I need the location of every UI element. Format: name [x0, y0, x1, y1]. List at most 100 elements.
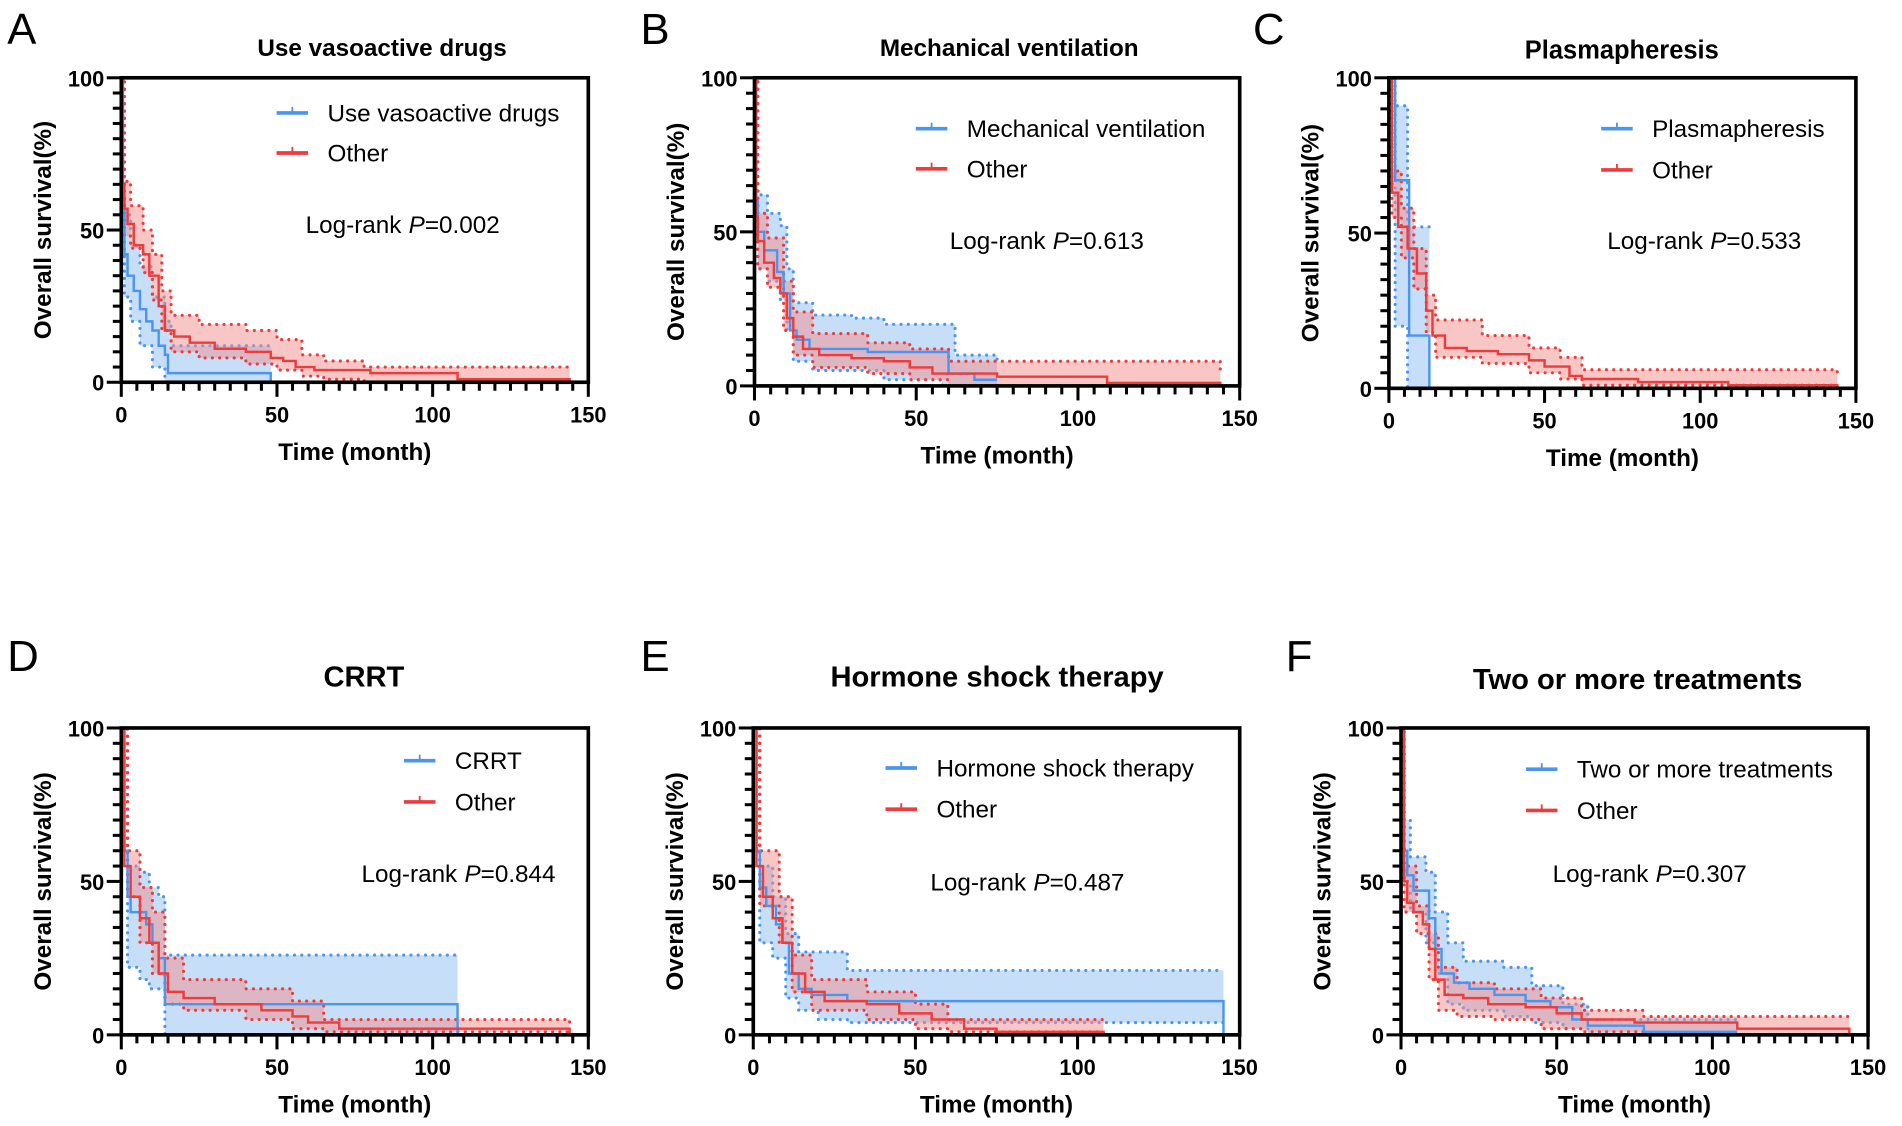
x-tick-label: 100	[1059, 1055, 1095, 1080]
logrank-annotation: Log-rank P=0.533	[1607, 228, 1801, 255]
x-tick-label: 100	[414, 1055, 450, 1080]
legend: Two or more treatments Other	[1525, 757, 1833, 825]
x-tick-label: 150	[1221, 1055, 1257, 1080]
ci-upper-series-2	[1387, 76, 1839, 378]
x-tick-label: 150	[570, 402, 606, 427]
km-curve-series-2	[1388, 76, 1839, 389]
x-axis-label: Time (month)	[921, 443, 1074, 470]
x-tick-label: 50	[265, 1055, 289, 1080]
chart-title: CRRT	[323, 662, 404, 694]
legend-label-series-1: Mechanical ventilation	[967, 116, 1206, 143]
km-curve-series-2	[754, 76, 1222, 386]
x-tick-label: 150	[1221, 406, 1257, 431]
panel-f: F Two or more treatments 0 50 100 150 0 50 100 Ti…	[1286, 632, 1886, 1119]
chart-title: Mechanical ventilation	[880, 35, 1139, 62]
panel-c: C Plasmapheresis 0 50 100 150 0 50 100 Time (mont…	[1253, 5, 1874, 472]
ci-lower-series-2	[119, 76, 572, 384]
y-tick-label: 0	[724, 1023, 736, 1048]
p-symbol: P	[409, 212, 426, 239]
panel-letter: C	[1253, 5, 1285, 54]
logrank-label: Log-rank	[306, 212, 403, 239]
p-value: 0.487	[1064, 870, 1125, 897]
logrank-annotation: Log-rank P=0.844	[361, 861, 555, 888]
ci-upper-series-1	[1399, 726, 1739, 1022]
x-tick-label: 100	[1060, 406, 1096, 431]
ci-upper-series-2	[752, 76, 1222, 373]
legend-label-series-2: Other	[1577, 798, 1638, 825]
y-axis-label: Overall survival(%)	[30, 121, 57, 339]
x-tick-label: 50	[1545, 1055, 1569, 1080]
p-symbol: P	[1710, 228, 1727, 255]
y-tick-label: 0	[725, 374, 737, 399]
y-axis-label: Overall survival(%)	[662, 772, 689, 990]
ci-upper-series-1	[752, 76, 999, 363]
legend-label-series-1: Hormone shock therapy	[936, 755, 1194, 782]
y-tick-label: 100	[701, 66, 737, 91]
y-tick-label: 50	[80, 870, 104, 895]
legend-label-series-2: Other	[1652, 157, 1713, 184]
p-symbol: P	[464, 861, 481, 888]
y-tick-label: 50	[713, 220, 737, 245]
legend: Use vasoactive drugs Other	[276, 100, 560, 167]
x-tick-label: 50	[265, 402, 289, 427]
chart-title: Hormone shock therapy	[830, 662, 1164, 694]
y-tick-label: 0	[1372, 1023, 1384, 1048]
x-axis-label: Time (month)	[278, 439, 431, 466]
equals-sign: =	[1672, 861, 1686, 888]
panel-letter: D	[7, 632, 39, 681]
y-tick-label: 0	[92, 1023, 104, 1048]
ci-upper-series-2	[1399, 726, 1851, 1019]
y-tick-label: 100	[700, 716, 736, 741]
ci-band-series-2	[1401, 727, 1850, 1035]
chart-title: Plasmapheresis	[1525, 36, 1719, 64]
km-curve-series-2	[121, 76, 571, 383]
x-tick-label: 150	[570, 1055, 606, 1080]
p-symbol: P	[1656, 861, 1673, 888]
ci-lower-series-2	[119, 726, 572, 1037]
ci-band-series-2	[754, 77, 1221, 386]
y-tick-label: 50	[80, 219, 104, 244]
ci-band-series-1	[753, 727, 1224, 1023]
y-axis-label: Overall survival(%)	[1298, 124, 1325, 342]
legend-label-series-1: Use vasoactive drugs	[328, 100, 560, 127]
legend-label-series-1: CRRT	[455, 748, 522, 775]
y-tick-label: 100	[68, 66, 104, 91]
equals-sign: =	[1069, 228, 1083, 255]
x-axis-label: Time (month)	[278, 1091, 431, 1118]
panel-letter: B	[640, 5, 669, 54]
x-axis-label: Time (month)	[1558, 1091, 1711, 1118]
km-curve-series-2	[753, 726, 1105, 1035]
x-tick-label: 0	[115, 402, 127, 427]
legend: Hormone shock therapy Other	[885, 755, 1195, 824]
x-tick-label: 150	[1838, 408, 1874, 433]
ci-lower-series-2	[752, 76, 1222, 388]
y-tick-label: 100	[68, 716, 104, 741]
logrank-label: Log-rank	[1607, 228, 1704, 255]
p-symbol: P	[1053, 228, 1070, 255]
legend: CRRT Other	[403, 748, 522, 816]
x-tick-label: 50	[904, 406, 928, 431]
y-tick-label: 50	[1348, 222, 1372, 247]
y-axis-label: Overall survival(%)	[30, 772, 57, 990]
p-value: 0.002	[439, 212, 500, 239]
legend: Mechanical ventilation Other	[915, 116, 1206, 183]
panel-e: E Hormone shock therapy 0 50 100 150 0 50 100 Tim…	[640, 632, 1257, 1119]
km-curve-series-2	[1401, 726, 1851, 1035]
logrank-annotation: Log-rank P=0.613	[950, 228, 1144, 255]
logrank-label: Log-rank	[950, 228, 1047, 255]
y-tick-label: 50	[1360, 870, 1384, 895]
chart-title: Use vasoactive drugs	[257, 35, 506, 62]
p-value: 0.613	[1083, 228, 1144, 255]
y-tick-label: 0	[92, 371, 104, 396]
legend-label-series-2: Other	[936, 797, 997, 824]
chart-title: Two or more treatments	[1473, 664, 1802, 696]
legend-label-series-1: Plasmapheresis	[1652, 116, 1825, 143]
x-tick-label: 0	[747, 1055, 759, 1080]
panel-letter: A	[7, 5, 37, 54]
y-axis-label: Overall survival(%)	[663, 123, 690, 341]
x-tick-label: 50	[903, 1055, 927, 1080]
panel-d: D CRRT 0 50 100 150 0 50 100 Time (month) Overall …	[7, 632, 606, 1119]
km-curve-series-1	[1401, 726, 1738, 1034]
panel-letter: F	[1286, 632, 1313, 681]
panel-a: A Use vasoactive drugs 0 50 100 150 0 50 100 Time…	[7, 5, 606, 466]
